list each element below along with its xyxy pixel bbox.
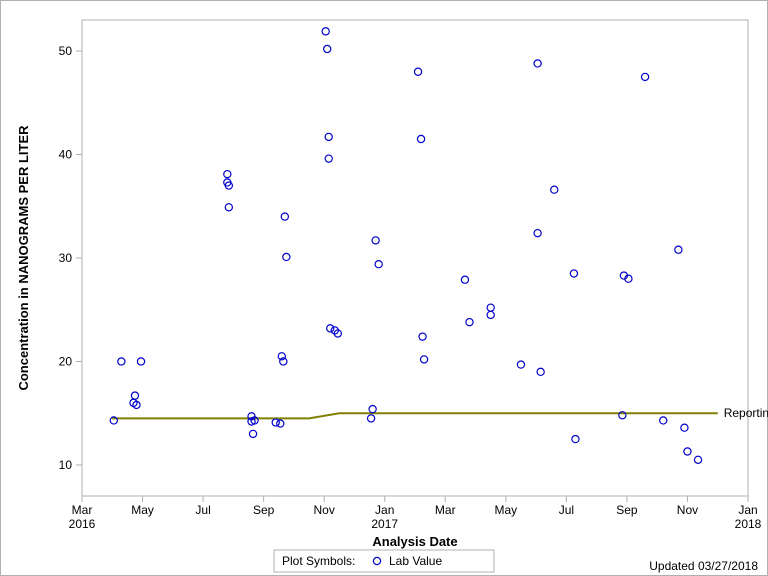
chart-container: 10 20 30 40 50 Concentration in NANOGRAMS PER…: [0, 0, 768, 576]
reporting-level-label: Reporting Level: [724, 406, 768, 420]
x-tick-label-year: 2016: [69, 517, 96, 531]
x-tick-label: May: [494, 503, 517, 517]
x-tick-label: Jul: [559, 503, 574, 517]
chart-svg: 10 20 30 40 50 Concentration in NANOGRAMS PER…: [0, 0, 768, 576]
y-tick-label: 20: [59, 354, 73, 368]
x-tick-label: Nov: [677, 503, 698, 517]
x-tick-label: May: [131, 503, 154, 517]
y-axis-label: Concentration in NANOGRAMS PER LITER: [16, 125, 31, 391]
x-tick-label: Jul: [195, 503, 210, 517]
x-tick-label: Sep: [616, 503, 638, 517]
x-tick-label-year: 2017: [371, 517, 398, 531]
legend-title: Plot Symbols:: [282, 554, 355, 568]
plot-area: [82, 20, 748, 496]
x-tick-label: Jan: [375, 503, 394, 517]
footnote: Updated 03/27/2018: [649, 559, 758, 573]
x-tick-label: Mar: [72, 503, 93, 517]
y-tick-label: 30: [59, 251, 73, 265]
y-tick-label: 10: [59, 458, 73, 472]
x-tick-label: Mar: [435, 503, 456, 517]
x-tick-label: Jan: [738, 503, 757, 517]
y-tick-label: 40: [59, 148, 73, 162]
x-tick-label-year: 2018: [735, 517, 762, 531]
y-tick-label: 50: [59, 44, 73, 58]
x-axis-label: Analysis Date: [372, 534, 457, 549]
x-tick-label: Sep: [253, 503, 275, 517]
x-tick-label: Nov: [314, 503, 335, 517]
legend-item-label: Lab Value: [389, 554, 442, 568]
